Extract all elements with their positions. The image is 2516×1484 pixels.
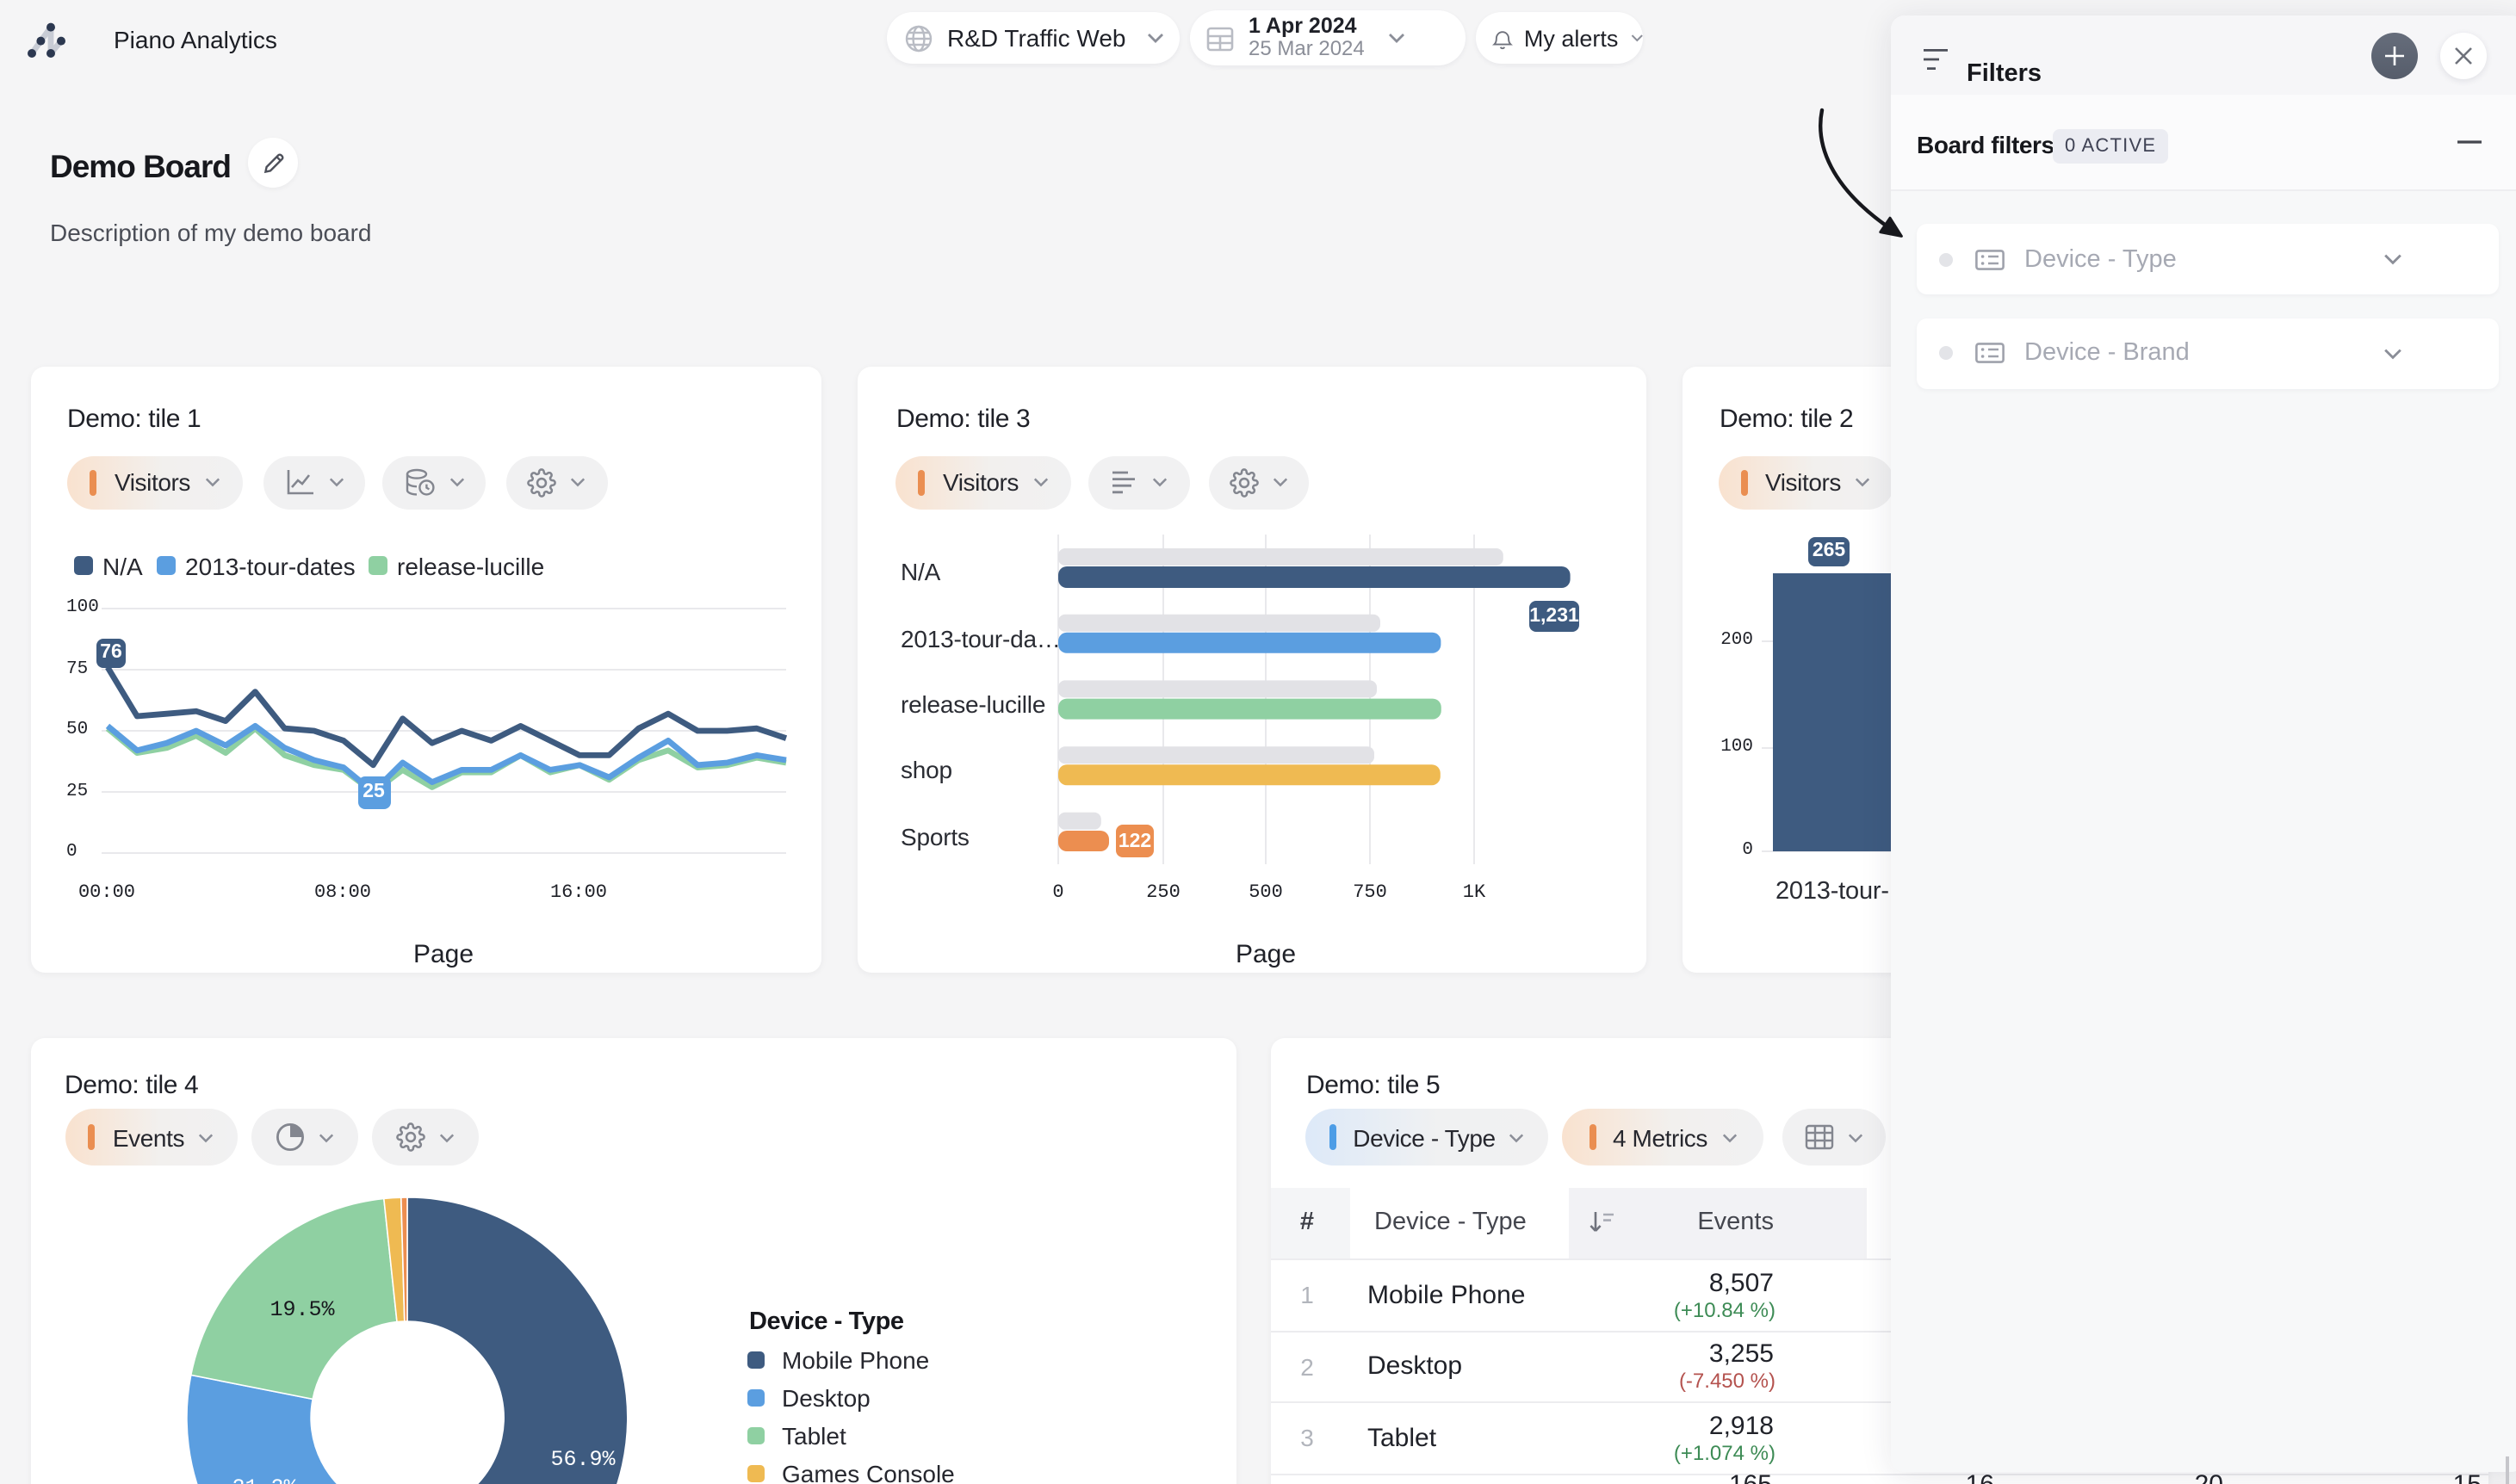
svg-text:21.2%: 21.2% xyxy=(231,1475,296,1484)
svg-text:19.5%: 19.5% xyxy=(269,1297,334,1322)
svg-text:56.9%: 56.9% xyxy=(549,1447,615,1472)
